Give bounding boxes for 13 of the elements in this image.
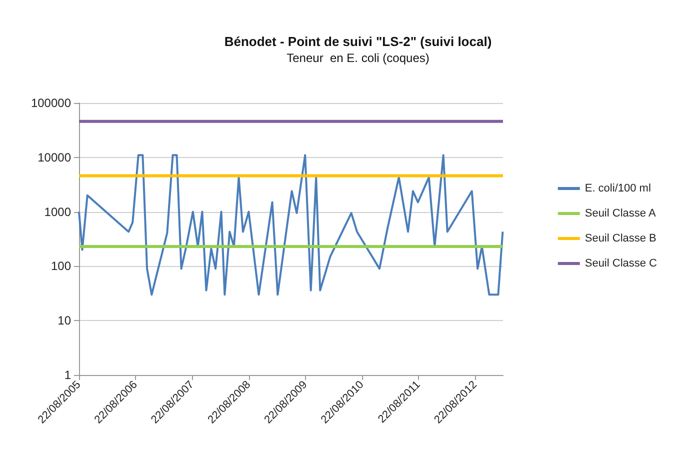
y-tick-label: 1 xyxy=(64,368,72,382)
line-series xyxy=(78,154,504,296)
legend-label: E. coli/100 ml xyxy=(584,182,651,194)
y-tick-label: 1000 xyxy=(44,204,72,219)
legend-label: Seuil Classe A xyxy=(584,208,656,220)
chart-title: Bénodet - Point de suivi "LS-2" (suivi local) xyxy=(224,34,492,49)
y-tick-label: 100 xyxy=(50,259,72,274)
legend-label: Seuil Classe C xyxy=(584,258,658,270)
y-tick-label: 10 xyxy=(58,314,72,328)
y-tick-label: 10000 xyxy=(38,150,72,164)
chart-subtitle: Teneur en E. coli (coques) xyxy=(286,51,430,65)
y-tick-label: 100000 xyxy=(30,96,72,110)
legend-label: Seuil Classe B xyxy=(584,232,656,244)
